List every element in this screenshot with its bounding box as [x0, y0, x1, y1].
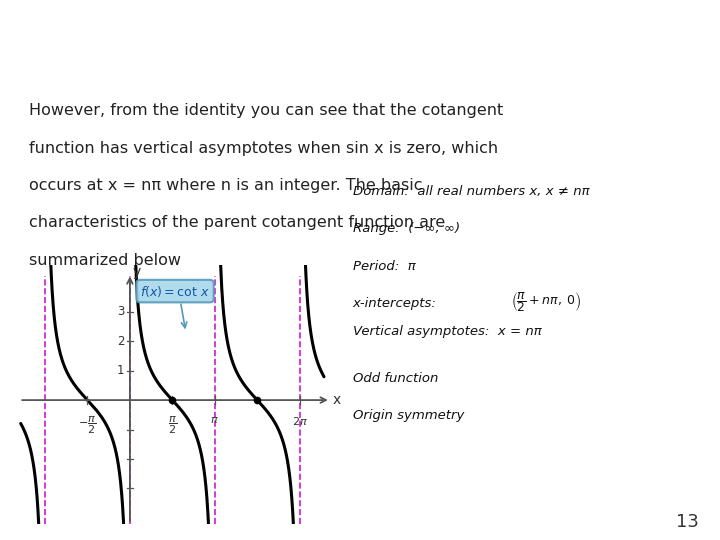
Text: $\pi$: $\pi$ — [210, 415, 219, 425]
Text: summarized below: summarized below — [29, 253, 181, 268]
Text: $f(x) = \cot\, x$: $f(x) = \cot\, x$ — [140, 284, 210, 299]
Text: $-\dfrac{\pi}{2}$: $-\dfrac{\pi}{2}$ — [78, 415, 96, 436]
Text: $\dfrac{\pi}{2}$: $\dfrac{\pi}{2}$ — [168, 415, 177, 436]
Text: Origin symmetry: Origin symmetry — [353, 409, 464, 422]
Text: 13: 13 — [675, 512, 698, 531]
Text: occurs at x = nπ where n is an integer. The basic: occurs at x = nπ where n is an integer. … — [29, 178, 423, 193]
Text: 1: 1 — [117, 364, 125, 377]
Text: Vertical asymptotes:  x = nπ: Vertical asymptotes: x = nπ — [353, 325, 541, 338]
Text: Period:  π: Period: π — [353, 260, 415, 273]
Text: 3: 3 — [117, 305, 125, 318]
Text: characteristics of the parent cotangent function are: characteristics of the parent cotangent … — [29, 215, 445, 231]
Text: Graph of the Cotangent Function: Graph of the Cotangent Function — [43, 28, 608, 56]
Text: x-intercepts:: x-intercepts: — [353, 297, 445, 310]
Text: function has vertical asymptotes when sin x is zero, which: function has vertical asymptotes when si… — [29, 140, 498, 156]
Text: x: x — [332, 393, 341, 407]
Text: $\left(\dfrac{\pi}{2} + n\pi,\; 0\right)$: $\left(\dfrac{\pi}{2} + n\pi,\; 0\right)… — [511, 290, 582, 314]
Text: Odd function: Odd function — [353, 372, 438, 385]
Text: However, from the identity you can see that the cotangent: However, from the identity you can see t… — [29, 103, 503, 118]
Text: $2\pi$: $2\pi$ — [292, 415, 307, 427]
Text: Range:  (−∞, ∞): Range: (−∞, ∞) — [353, 222, 460, 235]
Text: 2: 2 — [117, 335, 125, 348]
Text: Domain:  all real numbers x, x ≠ nπ: Domain: all real numbers x, x ≠ nπ — [353, 185, 590, 198]
Text: y: y — [132, 265, 141, 279]
